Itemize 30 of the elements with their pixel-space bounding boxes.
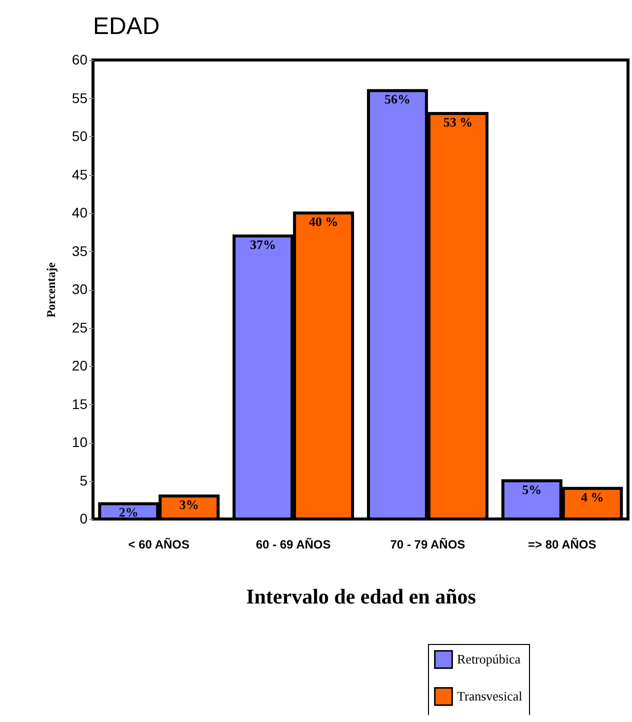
- data-label: 4 %: [581, 489, 604, 504]
- y-tick-label: 20: [72, 358, 88, 374]
- y-tick-label: 60: [72, 52, 88, 68]
- x-tick-label: 70 - 79 AÑOS: [390, 538, 466, 552]
- y-tick-label: 5: [80, 472, 88, 488]
- data-label: 3%: [179, 497, 199, 512]
- x-tick-label: 60 - 69 AÑOS: [256, 538, 331, 552]
- data-label: 53 %: [443, 114, 473, 130]
- x-tick-label: < 60 AÑOS: [128, 538, 190, 552]
- y-tick-label: 45: [72, 166, 88, 182]
- data-label: 5%: [522, 482, 542, 497]
- y-tick-label: 50: [72, 128, 88, 144]
- legend-label: Transvesical: [457, 688, 523, 704]
- legend-label: Retropúbica: [457, 652, 521, 666]
- y-tick-label: 30: [72, 281, 88, 297]
- y-tick-label: 15: [72, 396, 88, 412]
- y-tick-label: 0: [80, 510, 88, 526]
- y-tick-label: 35: [72, 242, 88, 259]
- data-label: 2%: [118, 504, 138, 520]
- y-tick-label: 40: [72, 204, 88, 220]
- y-tick-label: 25: [72, 319, 88, 336]
- x-tick-label: => 80 AÑOS: [528, 538, 596, 552]
- data-label: 40 %: [308, 214, 338, 229]
- data-label: 56%: [384, 92, 410, 107]
- y-axis-title: Porcentaje: [44, 262, 58, 318]
- x-axis-title: Intervalo de edad en años: [246, 584, 476, 608]
- chart-title: EDAD: [93, 13, 160, 40]
- data-label: 37%: [250, 236, 276, 252]
- y-tick-label: 10: [72, 434, 88, 450]
- y-tick-label: 55: [72, 90, 88, 106]
